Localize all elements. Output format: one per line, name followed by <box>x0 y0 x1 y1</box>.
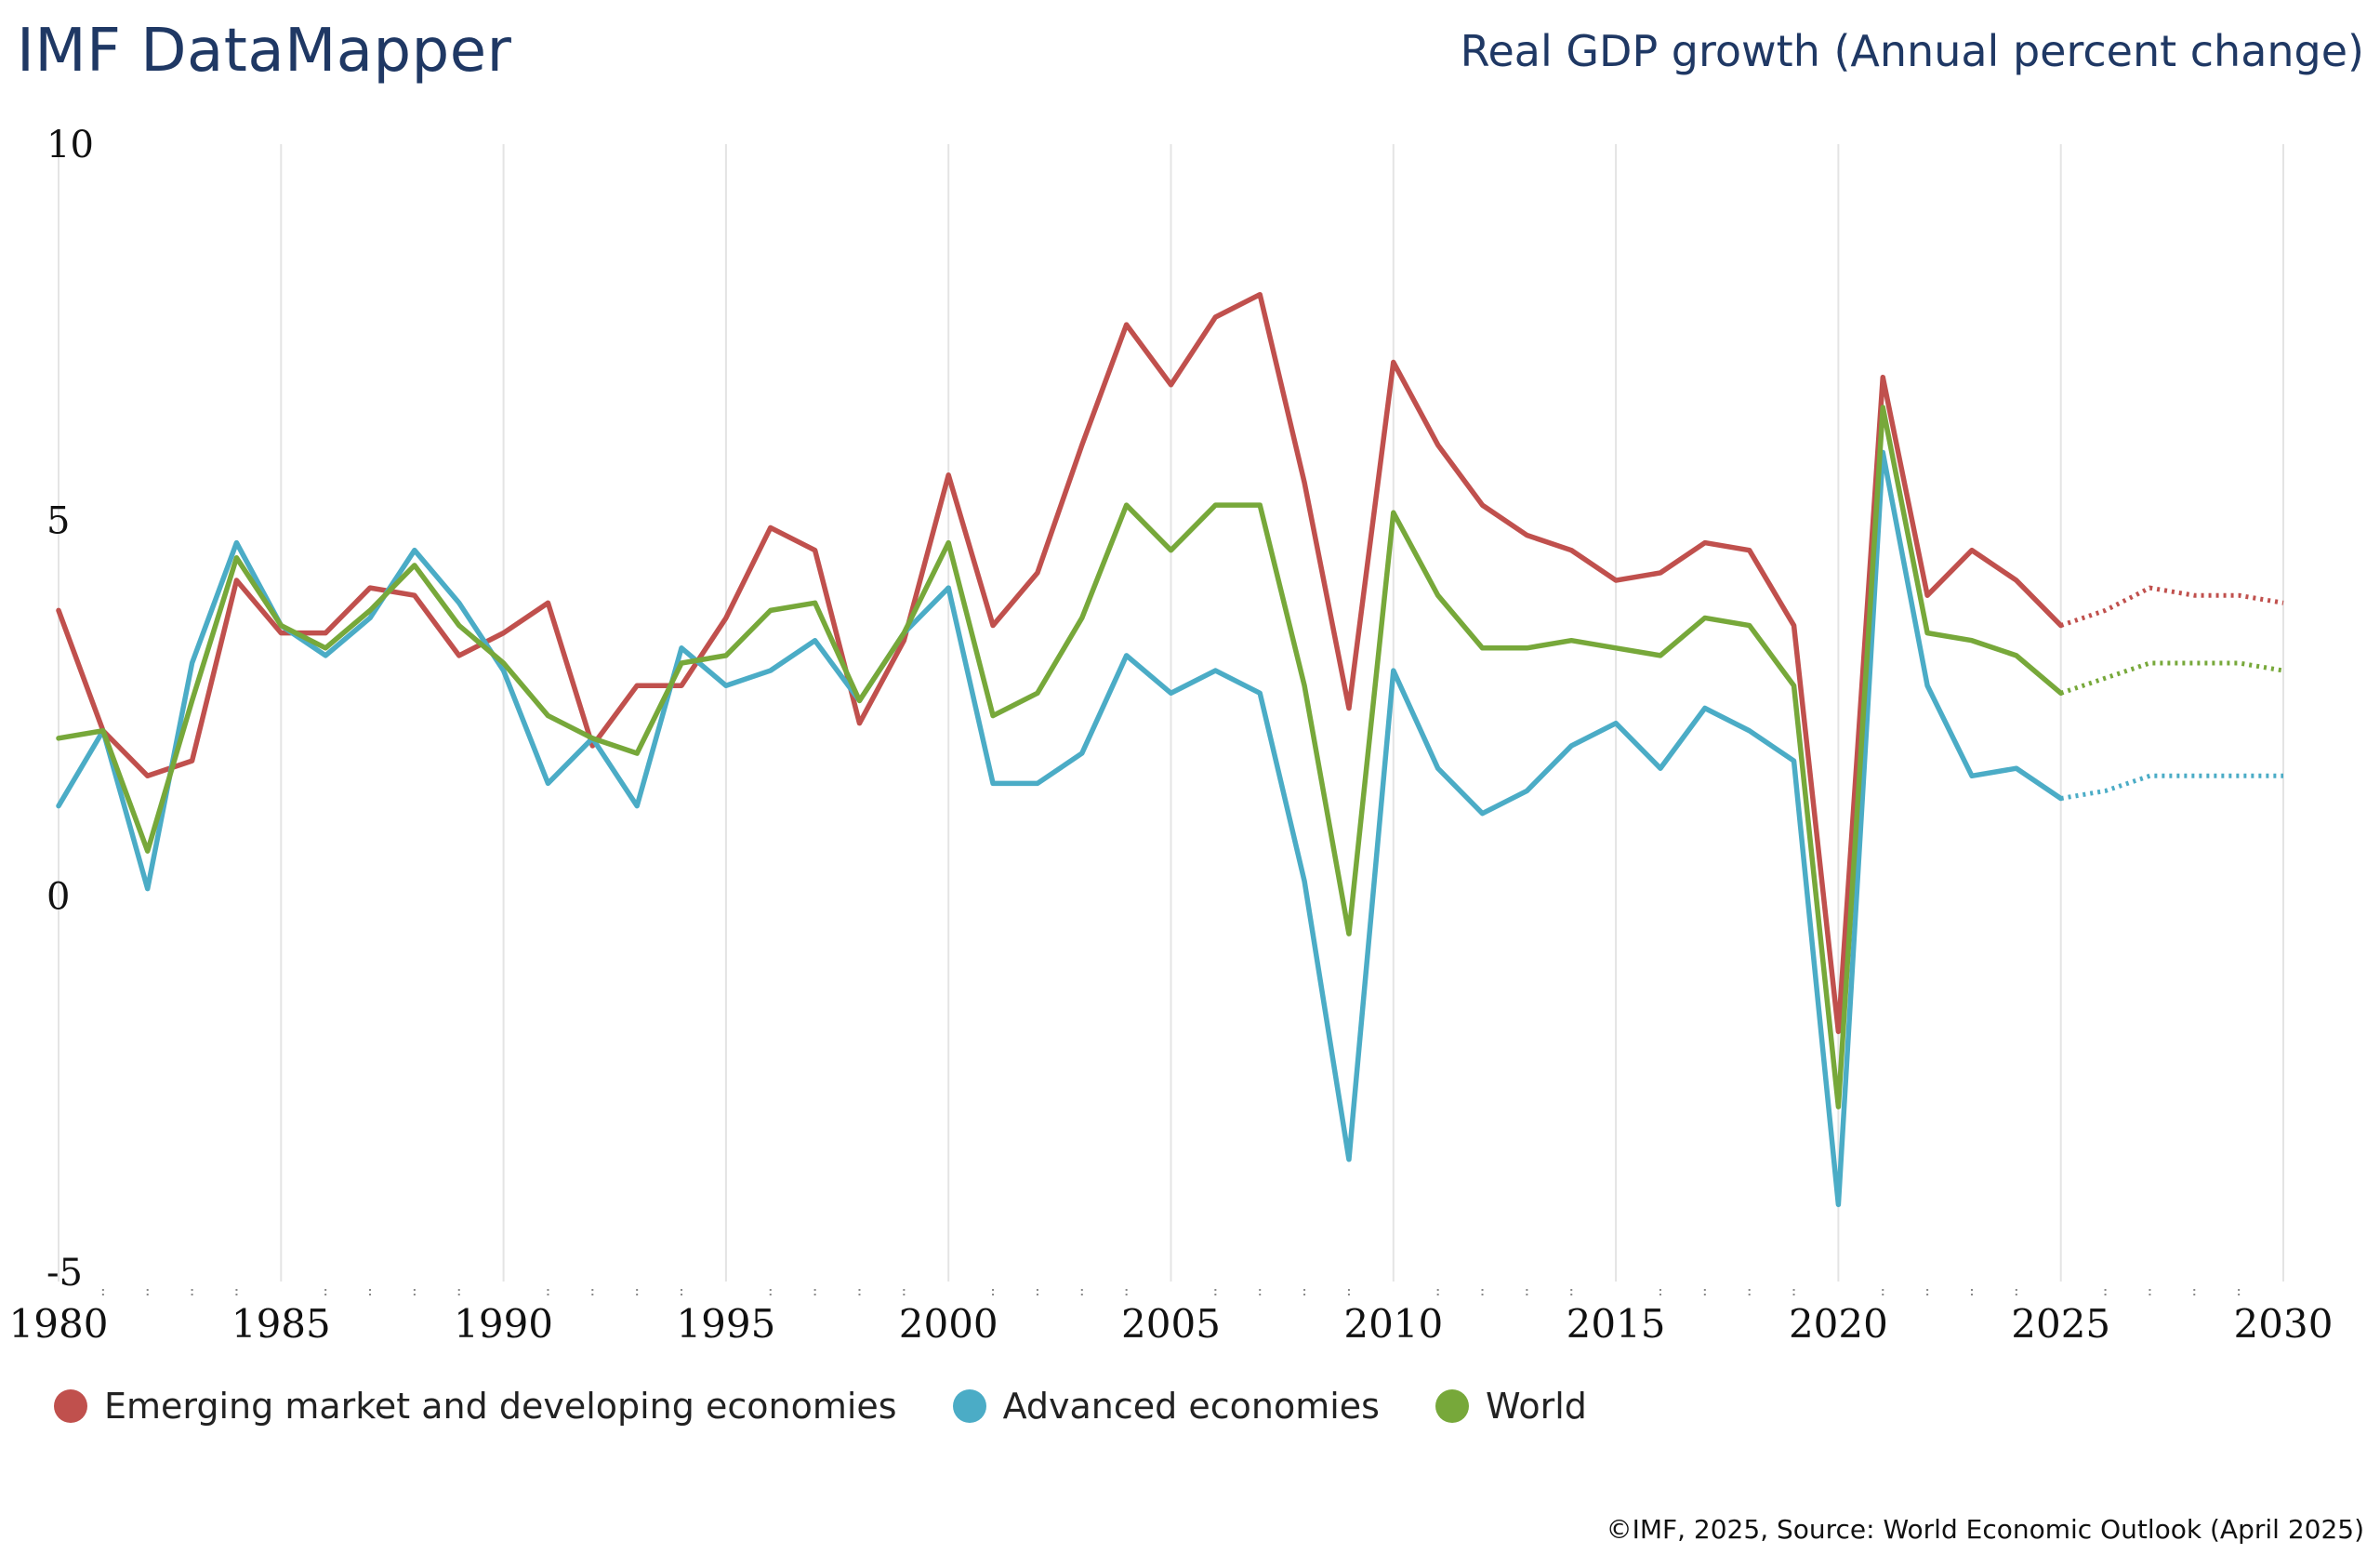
legend-swatch <box>54 1389 87 1423</box>
chart-series <box>56 291 2284 1207</box>
chart-legend: Emerging market and developing economies… <box>54 1386 1643 1427</box>
y-axis-labels: 10 5 0 -5 <box>46 124 94 1295</box>
indicator-title: Real GDP growth (Annual percent change) <box>1460 26 2364 76</box>
legend-label: Emerging market and developing economies <box>104 1386 897 1427</box>
chart-minor-ticks <box>101 1289 2241 1298</box>
legend-item[interactable]: World <box>1435 1386 1587 1427</box>
legend-item[interactable]: Emerging market and developing economies <box>54 1386 897 1427</box>
series-advanced-economies-line[interactable] <box>56 449 2064 1207</box>
legend-swatch <box>952 1389 986 1423</box>
legend-label: World <box>1485 1386 1587 1427</box>
x-tick-label: 1985 <box>231 1301 331 1347</box>
x-tick-label: 2025 <box>2011 1301 2110 1347</box>
x-tick-label: 2030 <box>2234 1301 2334 1347</box>
series-emerging-market-and-developing-economies-projection-line[interactable] <box>2059 585 2284 628</box>
x-tick-label: 1990 <box>454 1301 553 1347</box>
series-world-projection-line[interactable] <box>2059 660 2284 696</box>
x-tick-label: 2015 <box>1567 1301 1666 1347</box>
x-tick-label: 2000 <box>899 1301 998 1347</box>
brand-title: IMF DataMapper <box>17 17 512 86</box>
legend-swatch <box>1435 1389 1469 1423</box>
source-footnote: ©IMF, 2025, Source: World Economic Outlo… <box>1606 1514 2364 1545</box>
series-emerging-market-and-developing-economies-line[interactable] <box>56 291 2064 1034</box>
x-tick-label: 2010 <box>1343 1301 1443 1347</box>
legend-label: Advanced economies <box>1002 1386 1380 1427</box>
series-world-line[interactable] <box>56 405 2064 1109</box>
x-axis-labels: 1980 1985 1990 1995 2000 2005 2010 2015 2020 2025… <box>9 1301 2334 1347</box>
x-tick-label: 2005 <box>1121 1301 1221 1347</box>
y-tick-label: 10 <box>46 124 94 166</box>
y-tick-label: 0 <box>46 876 70 919</box>
series-advanced-economies-projection-line[interactable] <box>2060 773 2283 802</box>
y-tick-label: 5 <box>46 499 70 542</box>
chart-grid <box>58 144 2284 1282</box>
legend-item[interactable]: Advanced economies <box>952 1386 1380 1427</box>
x-tick-label: 1995 <box>676 1301 775 1347</box>
y-tick-label: -5 <box>46 1252 83 1295</box>
x-tick-label: 2020 <box>1789 1301 1888 1347</box>
x-tick-label: 1980 <box>9 1301 109 1347</box>
